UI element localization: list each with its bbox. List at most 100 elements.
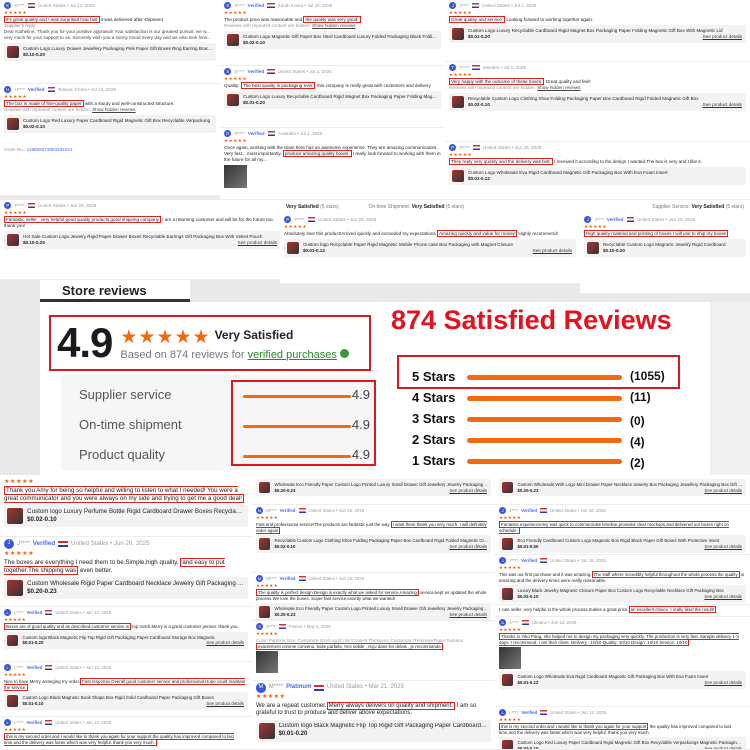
show-hidden-reviews-link[interactable]: Show hidden reviews	[92, 107, 136, 113]
product-link[interactable]: Custom Logo Luxury Recyclable Cardboard …	[449, 25, 746, 44]
product-thumbnail	[502, 538, 514, 550]
country-flag-icon	[540, 508, 548, 513]
see-product-details-link[interactable]: See product details	[704, 594, 742, 600]
product-link[interactable]: Custom logo Recyclable Paper Rigid Magne…	[284, 239, 576, 258]
product-link[interactable]: Custom Logo Wholesale Eva Rigid Cardboar…	[499, 671, 746, 689]
review-text-part: Looking forward to working together agai…	[505, 17, 594, 23]
tab-store-reviews[interactable]: Store reviews (874)	[40, 280, 190, 313]
product-link[interactable]: Custom Wholesale With Logo Mini Drawer P…	[499, 479, 746, 497]
country-flag-icon	[45, 720, 53, 725]
product-price: $0.10-0.20	[22, 240, 45, 246]
review-text: The boxes are everything I need them to …	[4, 558, 248, 576]
product-link[interactable]: Custom logo Luxury Perfume Bottle Rigid …	[4, 505, 248, 528]
review-photo[interactable]	[224, 165, 247, 189]
product-link[interactable]: Custom logo Black Magnetic Flip Top Rigi…	[4, 631, 248, 649]
product-info: Hot Sale Custom Logo Jewelry Rigid Paper…	[23, 234, 263, 246]
product-link[interactable]: Custom Logo Luxury Drawer Jewellery Pack…	[4, 43, 216, 62]
strip-value: Very Satisfied	[691, 204, 725, 210]
review-card: M M**** Platinum United States • Mar 21, 20…	[252, 681, 495, 750]
star-rating-icon: ★★★★★	[4, 617, 27, 623]
review-text-part: Absolutely love this product!Arrived qui…	[284, 231, 437, 237]
product-link[interactable]: Recyclable Custom Logo Magnetic Jewelry …	[584, 239, 746, 258]
product-link[interactable]: Eco Friendly Cardboard Custom Logo Magne…	[499, 535, 746, 553]
hidden-note-text: Reviews with repeated content are hidden…	[224, 23, 311, 29]
see-product-details-link[interactable]: See product details	[702, 102, 742, 109]
sub-rating-bar	[243, 425, 351, 428]
review-text: Great quality and service. Looking forwa…	[449, 16, 746, 24]
product-price: $0.01-0.20	[278, 730, 308, 737]
product-info: Custom logo Luxury Perfume Bottle Rigid …	[27, 508, 245, 524]
product-info: Custom Logo Luxury Drawer Jewellery Pack…	[23, 46, 213, 58]
see-product-details-link[interactable]: See product details	[702, 34, 742, 41]
see-product-details-link[interactable]: See product details	[532, 248, 572, 255]
verified-badge: Verified	[26, 609, 43, 615]
review-card: L L**** Verified United States • Jun 13, 20…	[495, 707, 750, 750]
see-product-details-link[interactable]: See product details	[704, 487, 742, 494]
product-info: Custom logo Recyclable Paper Rigid Magne…	[303, 242, 513, 254]
review-text-part: I cute seller ,very helpful in the whole…	[499, 607, 629, 612]
product-link[interactable]: Custom Logo Black Magnetic Book Shape Bo…	[4, 692, 248, 710]
see-product-details-link[interactable]: See product details	[704, 544, 742, 550]
country-flag-icon	[540, 558, 548, 563]
product-link[interactable]: Custom Logo Red Luxury Paper Cardboard R…	[4, 115, 216, 134]
product-link[interactable]: Hot Sale Custom Logo Jewelry Rigid Paper…	[4, 231, 281, 250]
see-product-details-link[interactable]: See product details	[237, 240, 277, 247]
reviewer-meta: M M**** Verified United States • Jun 15, 20…	[256, 507, 491, 515]
product-link[interactable]: Custom Logo Wholesale Eva Rigid Cardboar…	[449, 167, 746, 186]
verified-purchases-link[interactable]: verified purchases	[247, 348, 337, 361]
product-link[interactable]: Custom Logo Luxury Recyclable Cardboard …	[224, 91, 441, 110]
order-no-value[interactable]: 119869673983252241	[26, 147, 73, 153]
reviewer-name: J****	[509, 507, 519, 513]
see-product-details-link[interactable]: See product details	[206, 701, 244, 707]
avatar: H	[4, 86, 12, 94]
see-product-details-link[interactable]: See product details	[704, 746, 742, 750]
avatar: L	[4, 719, 12, 727]
product-title: Custom Logo Luxury Recyclable Cardboard …	[467, 28, 723, 34]
reviewer-meta: M M**** Platinum United States • Mar 21, 20…	[256, 683, 491, 693]
review-text-part: the quality has improved compared to las…	[499, 723, 731, 735]
star-row-label: 5 Stars	[412, 369, 456, 384]
highlighted-text: The box is made of fine-quality paper	[4, 100, 84, 108]
product-link[interactable]: Wholesale Eco Friendly Paper Custom Logo…	[256, 603, 491, 620]
product-link[interactable]: Recyclable Custom Logo Clothing Shoe Fol…	[449, 93, 746, 112]
reviewer-name: P****	[294, 216, 305, 222]
highlighted-text: The best quality in packaging ever	[240, 82, 315, 90]
product-link[interactable]: Luxury Black Jewelry Magnetic Closure Pa…	[499, 585, 746, 603]
show-hidden-reviews-link[interactable]: Show hidden reviews	[312, 23, 356, 29]
product-info: Wholesale Eco Friendly Paper Custom Logo…	[274, 482, 488, 493]
review-text: Thanks to Yiko Pang, she helped me to de…	[499, 632, 746, 646]
review-location-date: United States • Jun 29, 2025	[318, 216, 377, 222]
product-thumbnail	[502, 482, 514, 494]
see-product-details-link[interactable]: See product details	[704, 680, 742, 686]
product-link[interactable]: Recyclable Custom Logo Clothing Shoe Fol…	[256, 535, 491, 553]
review-text: It's great quality and I was surprised h…	[4, 16, 216, 24]
highlighted-text: I want them thank you very much. I will …	[256, 520, 487, 534]
review-photo[interactable]	[256, 651, 278, 674]
see-product-details-link[interactable]: See product details	[449, 544, 487, 550]
product-link[interactable]: Wholesale Eco Friendly Paper Custom Logo…	[256, 479, 491, 497]
see-product-details-link[interactable]: See product details	[206, 640, 244, 646]
product-price: $0.20-0.23	[27, 588, 57, 596]
reviewer-meta: P P**** United States • Jun 29, 2025	[284, 216, 576, 224]
review-text: We are a repeat customer. Merry always de…	[256, 701, 491, 719]
review-photo[interactable]	[499, 647, 521, 670]
avatar: M	[256, 507, 264, 515]
review-card: S S**** France • May 6, 2025 ★★★★★ Color: Pa…	[252, 621, 495, 681]
product-link[interactable]: Custom logo Black Magnetic Flip Top Rigi…	[256, 720, 491, 742]
see-product-details-link[interactable]: See product details	[449, 487, 487, 494]
show-hidden-reviews-link[interactable]: Show hidden reviews	[537, 85, 581, 91]
product-title: Custom logo Black Magnetic Flip Top Rigi…	[278, 723, 488, 730]
review-card: H H**** Verified Taiwan, China • Jul 13, 20…	[0, 84, 220, 196]
highlighted-text: Fantastic experience!Ivy was quick to co…	[499, 520, 729, 534]
review-text-part: is amazing and the delivery times were r…	[499, 571, 745, 583]
product-link[interactable]: Custom Logo Red Luxury Paper Cardboard R…	[499, 737, 746, 750]
product-link[interactable]: Custom Wholesale Rigid Paper Cardboard N…	[4, 577, 248, 600]
product-thumbnail	[259, 482, 271, 494]
reviewer-meta: K K**** United States • Jul 13, 2025	[4, 2, 216, 10]
see-product-details-link[interactable]: See product details	[449, 612, 487, 618]
product-link[interactable]: Custom Logo Magnetic Gift Paper Box Hard…	[224, 31, 441, 50]
product-thumbnail	[452, 28, 464, 41]
five-star-highlight	[397, 355, 680, 389]
review-text-part: , this company is really great with cust…	[314, 83, 431, 89]
star-rating-icon: ★★★★★	[256, 515, 279, 521]
